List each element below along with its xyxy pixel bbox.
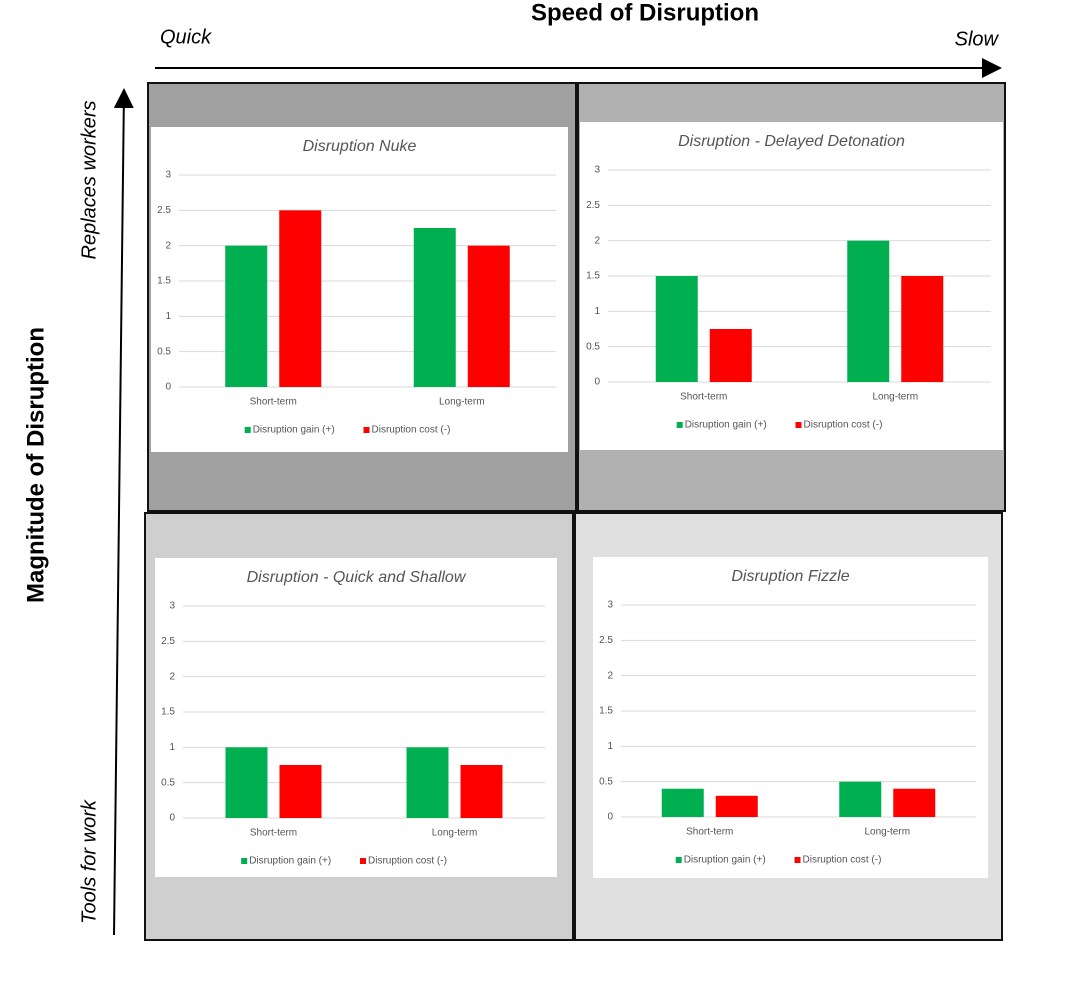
y-tick-label: 0.5 bbox=[586, 341, 600, 352]
bar bbox=[715, 795, 758, 817]
y-tick-label: 0.5 bbox=[157, 346, 171, 357]
x-tick-label: Long-term bbox=[864, 827, 910, 838]
x-tick-label: Short-term bbox=[686, 827, 733, 838]
legend-label: Disruption cost (-) bbox=[804, 420, 883, 431]
y-tick-label: 2 bbox=[169, 671, 175, 682]
y-tick-label: 2.5 bbox=[157, 205, 171, 216]
y-tick-label: 0 bbox=[594, 377, 600, 388]
x-end: Slow bbox=[955, 28, 1000, 50]
bar bbox=[225, 747, 268, 818]
legend-label: Disruption cost (-) bbox=[368, 856, 447, 867]
y-arrow bbox=[113, 88, 134, 936]
chart-panel bbox=[155, 558, 557, 877]
x-tick-label: Long-term bbox=[432, 828, 478, 839]
bar bbox=[279, 765, 322, 818]
y-tick-label: 2 bbox=[607, 670, 613, 681]
y-tick-label: 1.5 bbox=[161, 707, 175, 718]
x-tick-label: Short-term bbox=[250, 397, 297, 408]
y-tick-label: 1 bbox=[594, 306, 600, 317]
y-tick-label: 0 bbox=[169, 813, 175, 824]
legend-swatch bbox=[241, 858, 248, 864]
bar bbox=[901, 276, 944, 382]
y-tick-label: 2.5 bbox=[161, 636, 175, 647]
y-tick-label: 2.5 bbox=[586, 200, 600, 211]
legend-label: Disruption gain (+) bbox=[684, 855, 766, 866]
bar bbox=[661, 788, 704, 817]
y-tick-label: 0.5 bbox=[161, 777, 175, 788]
x-tick-label: Short-term bbox=[250, 828, 297, 839]
bar bbox=[709, 329, 752, 382]
bar bbox=[413, 228, 456, 387]
chart-title: Disruption Fizzle bbox=[731, 568, 849, 585]
legend-label: Disruption gain (+) bbox=[249, 856, 331, 867]
bar bbox=[406, 747, 449, 818]
y-tick-label: 1.5 bbox=[586, 271, 600, 282]
bar bbox=[467, 245, 510, 387]
legend-label: Disruption gain (+) bbox=[253, 425, 335, 436]
y-tick-label: 3 bbox=[165, 170, 171, 181]
chart-panel bbox=[593, 557, 988, 878]
legend-label: Disruption cost (-) bbox=[372, 425, 451, 436]
y-tick-label: 3 bbox=[607, 600, 613, 611]
bar bbox=[847, 240, 890, 382]
y-tick-label: 0 bbox=[165, 382, 171, 393]
y-tick-label: 1.5 bbox=[599, 706, 613, 717]
x-tick-label: Long-term bbox=[872, 392, 918, 403]
y-tick-label: 1 bbox=[607, 741, 613, 752]
bar bbox=[655, 276, 698, 382]
chart-title: Disruption Nuke bbox=[303, 138, 417, 155]
x-title: Speed of Disruption bbox=[531, 0, 759, 26]
bar bbox=[839, 781, 882, 817]
x-start: Quick bbox=[160, 26, 212, 48]
y-tick-label: 3 bbox=[169, 601, 175, 612]
legend-swatch bbox=[363, 427, 370, 433]
legend-label: Disruption cost (-) bbox=[803, 855, 882, 866]
bar bbox=[460, 765, 503, 818]
y-end: Replaces workers bbox=[78, 101, 100, 260]
bar bbox=[279, 210, 322, 387]
chart-title: Disruption - Delayed Detonation bbox=[678, 133, 905, 150]
legend-swatch bbox=[244, 427, 251, 433]
y-tick-label: 0 bbox=[607, 812, 613, 823]
y-tick-label: 2.5 bbox=[599, 635, 613, 646]
y-tick-label: 1.5 bbox=[157, 276, 171, 287]
y-start: Tools for work bbox=[78, 799, 100, 924]
y-title: Magnitude of Disruption bbox=[22, 327, 49, 603]
legend-swatch bbox=[795, 422, 802, 428]
legend-label: Disruption gain (+) bbox=[685, 420, 767, 431]
bar bbox=[893, 788, 936, 817]
y-tick-label: 1 bbox=[169, 742, 175, 753]
legend-swatch bbox=[794, 857, 801, 863]
legend-swatch bbox=[676, 422, 683, 428]
legend-swatch bbox=[360, 858, 366, 864]
y-tick-label: 3 bbox=[594, 165, 600, 176]
y-tick-label: 0.5 bbox=[599, 776, 613, 787]
y-tick-label: 1 bbox=[165, 311, 171, 322]
legend-swatch bbox=[675, 857, 682, 863]
x-tick-label: Short-term bbox=[680, 392, 727, 403]
y-tick-label: 2 bbox=[594, 235, 600, 246]
bar bbox=[225, 245, 268, 387]
x-tick-label: Long-term bbox=[439, 397, 485, 408]
y-tick-label: 2 bbox=[165, 240, 171, 251]
chart-title: Disruption - Quick and Shallow bbox=[247, 569, 467, 586]
